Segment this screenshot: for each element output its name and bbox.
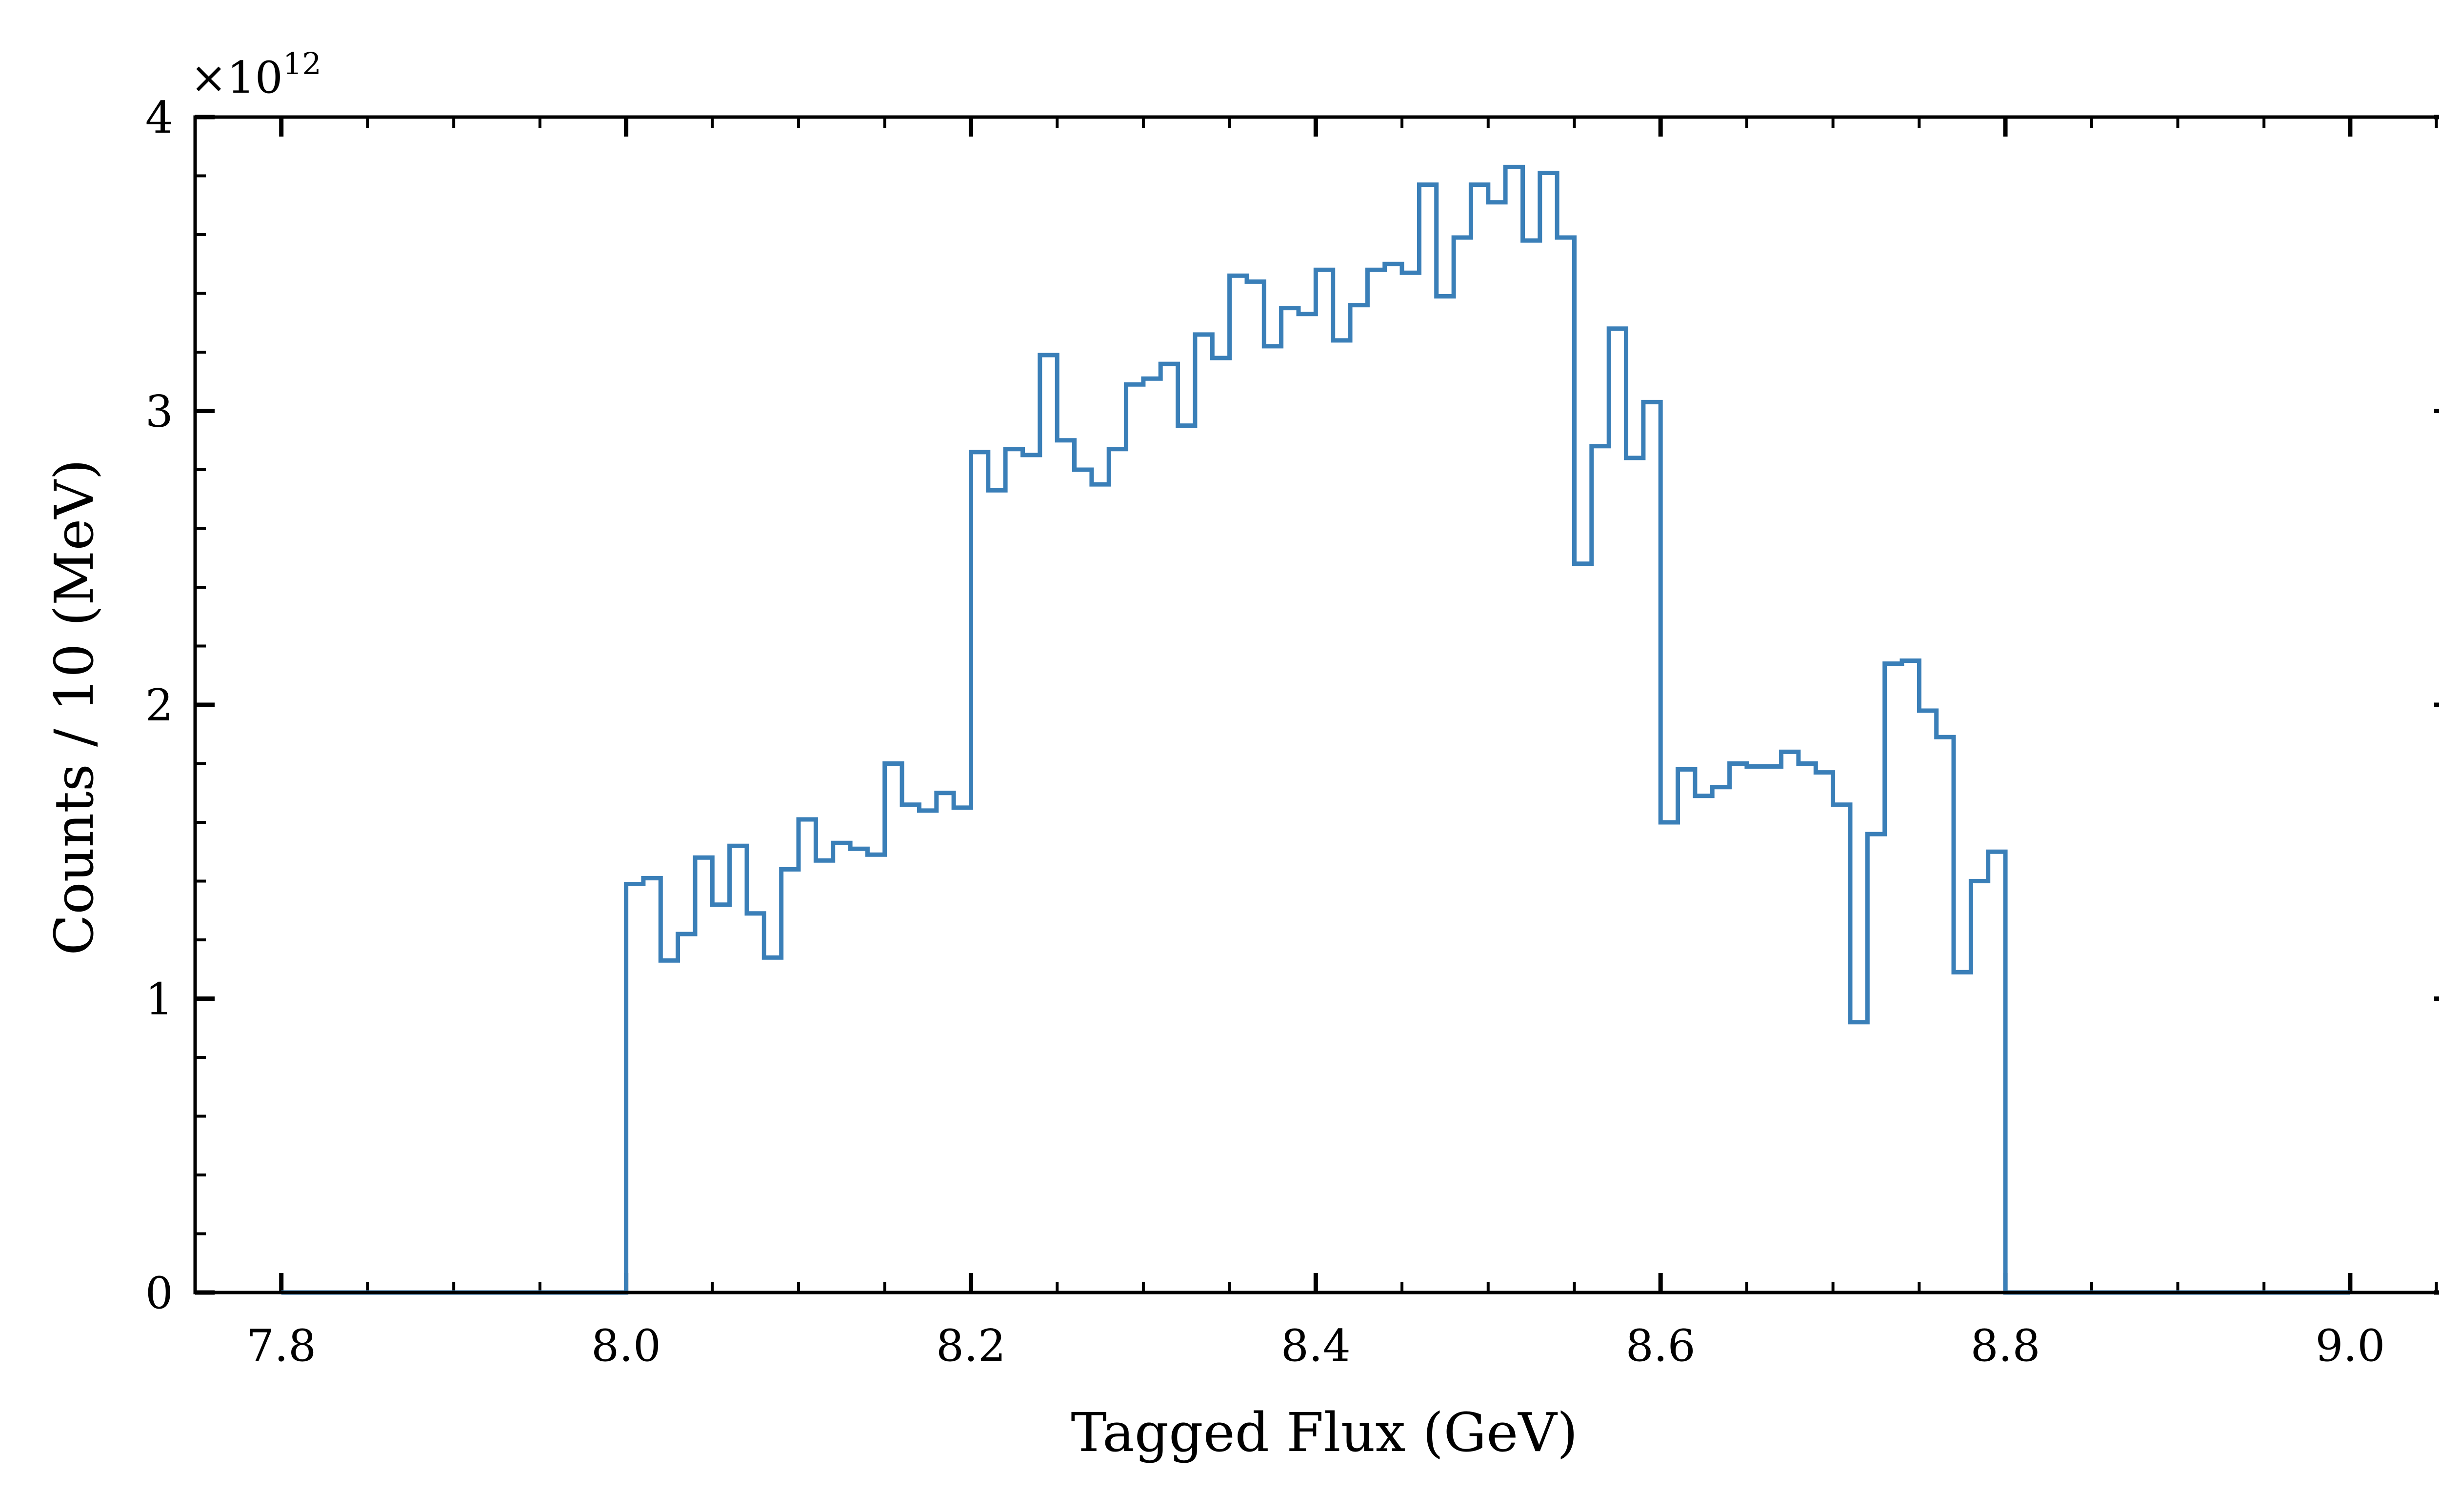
y-tick-label: 1 — [145, 974, 173, 1025]
y-axis-tick-labels: 0 1 2 3 4 — [145, 92, 173, 1319]
y-axis-label: Counts / 10 (MeV) — [43, 459, 105, 955]
x-axis-label: Tagged Flux (GeV) — [1071, 1401, 1578, 1464]
x-tick-label: 8.8 — [1970, 1320, 2040, 1372]
y-axis-multiplier-exponent: 12 — [283, 46, 321, 81]
x-tick-label: 8.0 — [591, 1320, 661, 1372]
y-axis-multiplier: ×1012 — [190, 46, 321, 103]
y-tick-label: 3 — [145, 386, 173, 438]
y-tick-label: 0 — [145, 1268, 173, 1319]
x-tick-label: 8.4 — [1281, 1320, 1351, 1372]
y-tick-label: 4 — [145, 92, 173, 143]
x-tick-label: 7.8 — [246, 1320, 316, 1372]
x-tick-label: 8.6 — [1626, 1320, 1696, 1372]
x-tick-label: 9.0 — [2315, 1320, 2385, 1372]
histogram-series-line — [281, 164, 2350, 1295]
x-tick-label: 8.2 — [936, 1320, 1006, 1372]
y-tick-label: 2 — [145, 680, 173, 731]
y-axis-multiplier-base: ×10 — [190, 52, 283, 103]
plot-frame — [193, 115, 2439, 1294]
x-axis-tick-labels: 7.8 8.0 8.2 8.4 8.6 8.8 9.0 — [246, 1320, 2385, 1372]
